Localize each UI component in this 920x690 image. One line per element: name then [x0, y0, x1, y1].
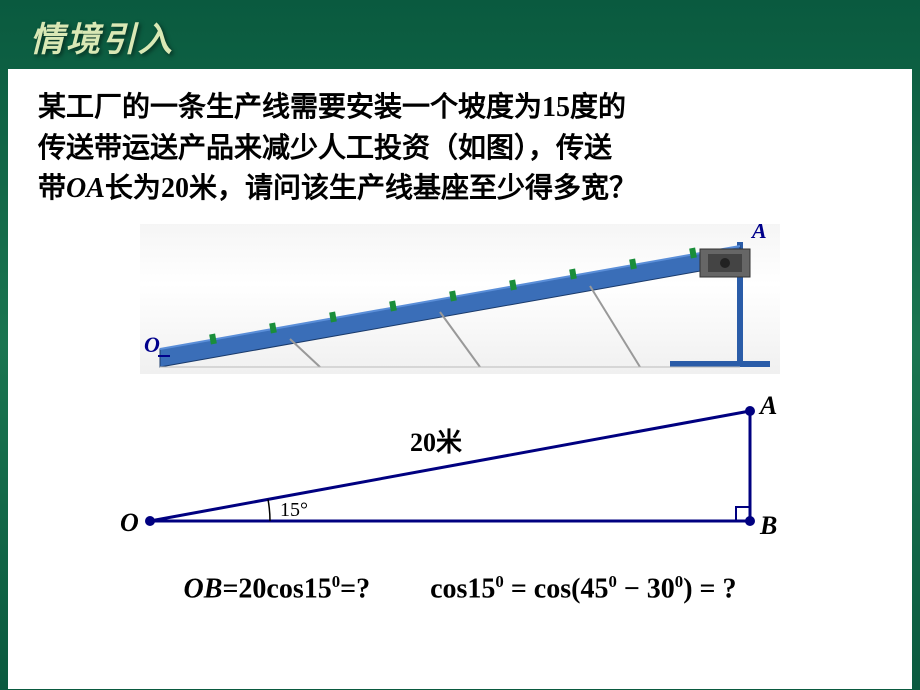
func: cos [266, 573, 303, 604]
func2: cos( [534, 573, 581, 604]
conveyor-svg: A O [140, 224, 780, 374]
sup: 0 [495, 572, 503, 591]
sup: 0 [675, 572, 683, 591]
degree-value: 15 [542, 92, 570, 123]
label-O: O [120, 508, 139, 537]
d2: 45 [580, 573, 608, 604]
close: ) = ? [683, 573, 736, 604]
vertex-B [745, 516, 755, 526]
angle-arc [268, 499, 270, 521]
strut [290, 339, 320, 367]
strut [440, 312, 480, 367]
strut [590, 286, 640, 367]
label-A: A [750, 224, 767, 243]
variable-OA: OA [66, 173, 105, 204]
text-segment: 度的 [570, 92, 626, 123]
minus: − [617, 573, 647, 604]
formula-row: OB=20cos150=? cos150 = cos(450 − 300) = … [38, 572, 882, 605]
d3: 30 [647, 573, 675, 604]
slide-header: 情境引入 [0, 0, 920, 69]
deg: 15 [304, 573, 332, 604]
problem-statement: 某工厂的一条生产线需要安装一个坡度为15度的 传送带运送产品来减少人工投资（如图… [38, 88, 882, 210]
vertex-O [145, 516, 155, 526]
text-segment: 某工厂的一条生产线需要安装一个坡度为 [38, 92, 542, 123]
formula-2: cos150 = cos(450 − 300) = ? [430, 572, 736, 605]
hypotenuse-label: 20米 [410, 428, 462, 457]
belt-body [160, 246, 740, 367]
eq: =? [340, 573, 370, 604]
length-value: 20 [161, 173, 189, 204]
func: cos [430, 573, 467, 604]
label-B: B [759, 511, 777, 540]
text-segment: 长为 [105, 173, 161, 204]
motor-wheel [720, 258, 730, 268]
content-panel: 某工厂的一条生产线需要安装一个坡度为15度的 传送带运送产品来减少人工投资（如图… [8, 69, 912, 689]
label-O: O [144, 332, 160, 357]
angle-label: 15° [280, 499, 308, 521]
vertex-A [745, 406, 755, 416]
coeff: 20 [238, 573, 266, 604]
eq: = [504, 573, 534, 604]
sup: 0 [332, 572, 340, 591]
triangle-svg: O A B 20米 15° [110, 396, 810, 556]
sup: 0 [608, 572, 616, 591]
triangle-diagram: O A B 20米 15° [110, 396, 810, 556]
formula-1: OB=20cos150=? [184, 572, 371, 605]
var-OB: OB [184, 573, 223, 604]
d1: 15 [467, 573, 495, 604]
belt-top-edge [160, 246, 740, 349]
text-segment: 传送带运送产品来减少人工投资（如图），传送 [38, 133, 612, 164]
label-A: A [758, 396, 777, 420]
conveyor-illustration: A O [140, 224, 780, 374]
text-segment: 米，请问该生产线基座至少得多宽？ [189, 173, 637, 204]
slide-title: 情境引入 [30, 12, 890, 61]
text-segment: 带 [38, 173, 66, 204]
